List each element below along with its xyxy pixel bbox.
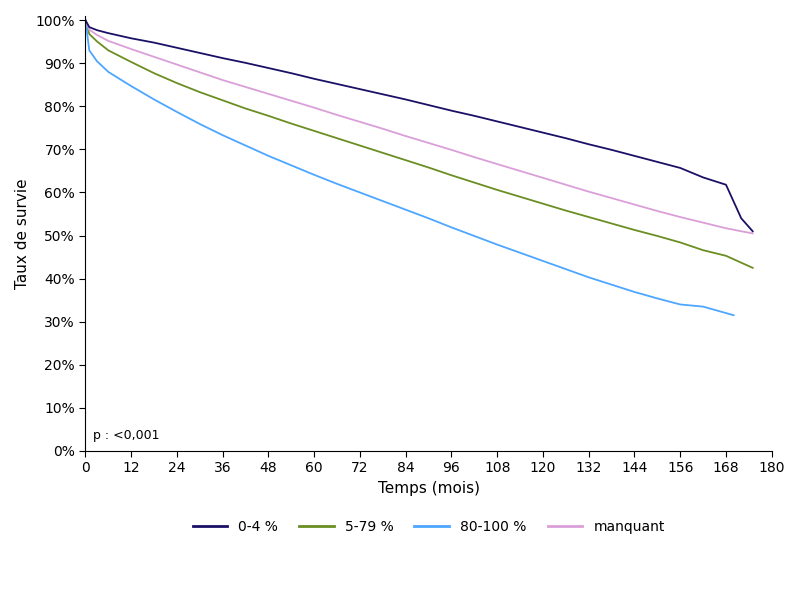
Legend: 0-4 %, 5-79 %, 80-100 %, manquant: 0-4 %, 5-79 %, 80-100 %, manquant <box>187 514 670 539</box>
X-axis label: Temps (mois): Temps (mois) <box>378 481 480 496</box>
Y-axis label: Taux de survie: Taux de survie <box>15 178 30 289</box>
Text: p : <0,001: p : <0,001 <box>93 429 159 442</box>
